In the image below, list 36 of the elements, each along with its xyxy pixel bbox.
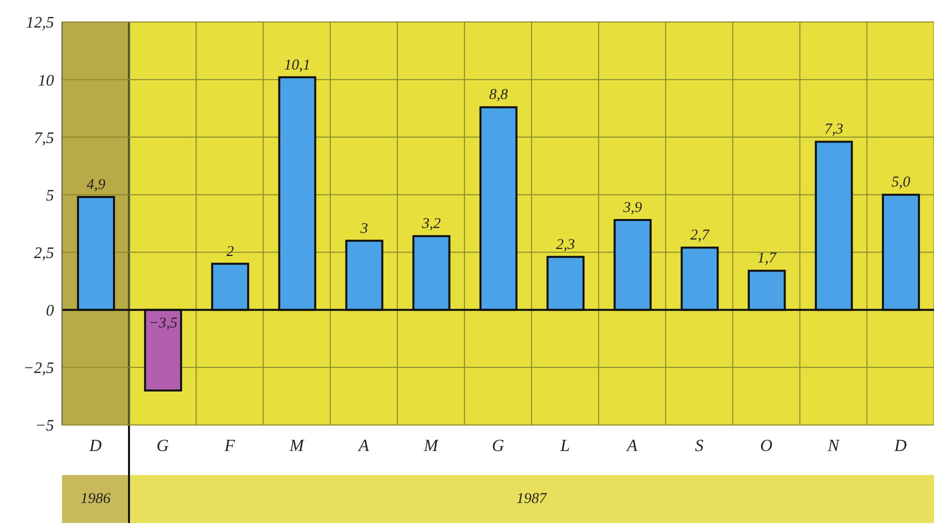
text: 1986 bbox=[62, 475, 130, 523]
data-label: 3 bbox=[360, 220, 368, 237]
data-label: 1,7 bbox=[757, 250, 778, 267]
data-label: −3,5 bbox=[148, 315, 178, 332]
data-label: 4,9 bbox=[86, 177, 106, 194]
x-tick-label: S bbox=[694, 436, 704, 456]
x-tick-label: D bbox=[88, 436, 102, 456]
y-tick-label: 7,5 bbox=[34, 130, 54, 147]
data-label: 7,3 bbox=[824, 122, 844, 138]
y-tick-label: 2,5 bbox=[34, 244, 54, 262]
x-tick-label: L bbox=[559, 436, 570, 456]
y-tick-label: 12,5 bbox=[26, 14, 54, 32]
data-label: 10,1 bbox=[284, 57, 310, 74]
text: 1987 bbox=[129, 475, 934, 523]
y-tick-label: −5 bbox=[35, 418, 54, 435]
x-tick-label: G bbox=[156, 436, 169, 456]
x-tick-label: A bbox=[358, 436, 370, 456]
x-tick-label: F bbox=[223, 436, 236, 456]
x-tick-label: M bbox=[288, 436, 305, 456]
data-label: 5,0 bbox=[892, 174, 911, 191]
data-label: 2,7 bbox=[690, 228, 711, 244]
x-tick-label: N bbox=[826, 436, 841, 456]
x-tick-label: D bbox=[893, 436, 908, 456]
x-tick-label: O bbox=[760, 436, 772, 456]
x-tick-label: G bbox=[492, 436, 504, 456]
data-label: 3,9 bbox=[622, 200, 642, 216]
data-label: 2,3 bbox=[556, 236, 575, 253]
data-label: 8,8 bbox=[489, 87, 508, 104]
y-tick-label: 5 bbox=[46, 187, 54, 204]
x-tick-label: A bbox=[626, 436, 638, 456]
data-label: 3,2 bbox=[421, 216, 442, 232]
y-tick-label: 10 bbox=[38, 72, 54, 90]
y-tick-label: 0 bbox=[46, 302, 54, 320]
x-tick-label: M bbox=[422, 436, 439, 456]
y-tick-label: −2,5 bbox=[23, 360, 54, 378]
data-label: 2 bbox=[226, 244, 234, 260]
